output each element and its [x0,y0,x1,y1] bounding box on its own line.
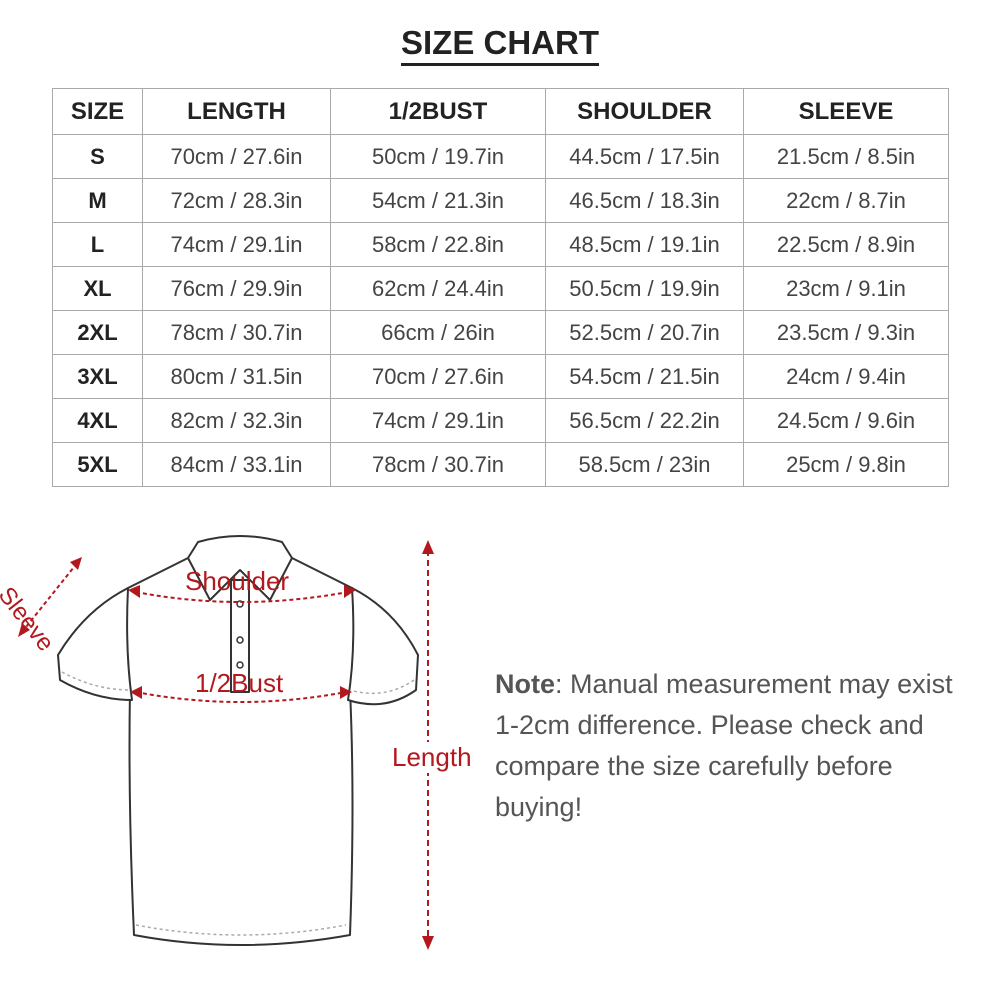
measurement-cell: 23.5cm / 9.3in [743,310,949,355]
measurement-note: Note: Manual measurement may exist 1-2cm… [495,669,953,822]
measurement-cell: 54.5cm / 21.5in [545,354,744,399]
size-cell: XL [52,266,143,311]
column-header: 1/2BUST [330,88,546,135]
table-row: 3XL 80cm / 31.5in 70cm / 27.6in 54.5cm / 21… [52,354,949,399]
measurement-cell: 24.5cm / 9.6in [743,398,949,443]
size-cell: M [52,178,143,223]
table-row: XL 76cm / 29.9in 62cm / 24.4in 50.5cm / 19.… [52,266,949,311]
measurement-cell: 56.5cm / 22.2in [545,398,744,443]
bust-label: 1/2Bust [195,668,284,698]
measurement-cell: 74cm / 29.1in [142,222,331,267]
measurement-cell: 25cm / 9.8in [743,442,949,487]
measurement-cell: 78cm / 30.7in [142,310,331,355]
size-cell: 2XL [52,310,143,355]
measurement-cell: 58cm / 22.8in [330,222,546,267]
measurement-cell: 78cm / 30.7in [330,442,546,487]
measurement-cell: 76cm / 29.9in [142,266,331,311]
column-header: SLEEVE [743,88,949,135]
table-row: L 74cm / 29.1in 58cm / 22.8in 48.5cm / 19.1… [52,222,949,267]
measurement-cell: 58.5cm / 23in [545,442,744,487]
placket [230,579,250,693]
table-row: 5XL 84cm / 33.1in 78cm / 30.7in 58.5cm / 23… [52,442,949,487]
table-row: 4XL 82cm / 32.3in 74cm / 29.1in 56.5cm / 22… [52,398,949,443]
measurement-cell: 70cm / 27.6in [330,354,546,399]
measurement-cell: 74cm / 29.1in [330,398,546,443]
size-cell: L [52,222,143,267]
table-row: 2XL 78cm / 30.7in 66cm / 26in 52.5cm / 20.7… [52,310,949,355]
size-cell: 3XL [52,354,143,399]
size-cell: S [52,134,143,179]
table-header: SIZE LENGTH 1/2BUST SHOULDER SLEEVE [52,88,949,135]
measurement-cell: 22.5cm / 8.9in [743,222,949,267]
column-header: SIZE [52,88,143,135]
size-table: SIZE LENGTH 1/2BUST SHOULDER SLEEVE S 70cm / … [52,88,949,487]
left-sleeve [57,587,133,701]
measurement-cell: 46.5cm / 18.3in [545,178,744,223]
table-row: M 72cm / 28.3in 54cm / 21.3in 46.5cm / 18.3… [52,178,949,223]
measurement-cell: 54cm / 21.3in [330,178,546,223]
collar [187,535,293,601]
measurement-cell: 62cm / 24.4in [330,266,546,311]
right-sleeve [347,587,419,706]
shoulder-label: Shoulder [185,566,290,596]
measurement-cell: 70cm / 27.6in [142,134,331,179]
measurement-cell: 50cm / 19.7in [330,134,546,179]
size-cell: 5XL [52,442,143,487]
measurement-cell: 84cm / 33.1in [142,442,331,487]
page-title: SIZE CHART [0,24,1000,66]
measurement-cell: 72cm / 28.3in [142,178,331,223]
measurement-cell: 23cm / 9.1in [743,266,949,311]
length-label: Length [392,742,472,773]
measurement-cell: 22cm / 8.7in [743,178,949,223]
measurement-cell: 82cm / 32.3in [142,398,331,443]
measurement-cell: 21.5cm / 8.5in [743,134,949,179]
table-row: S 70cm / 27.6in 50cm / 19.7in 44.5cm / 17.5… [52,134,949,179]
column-header: SHOULDER [545,88,744,135]
measurement-cell: 24cm / 9.4in [743,354,949,399]
